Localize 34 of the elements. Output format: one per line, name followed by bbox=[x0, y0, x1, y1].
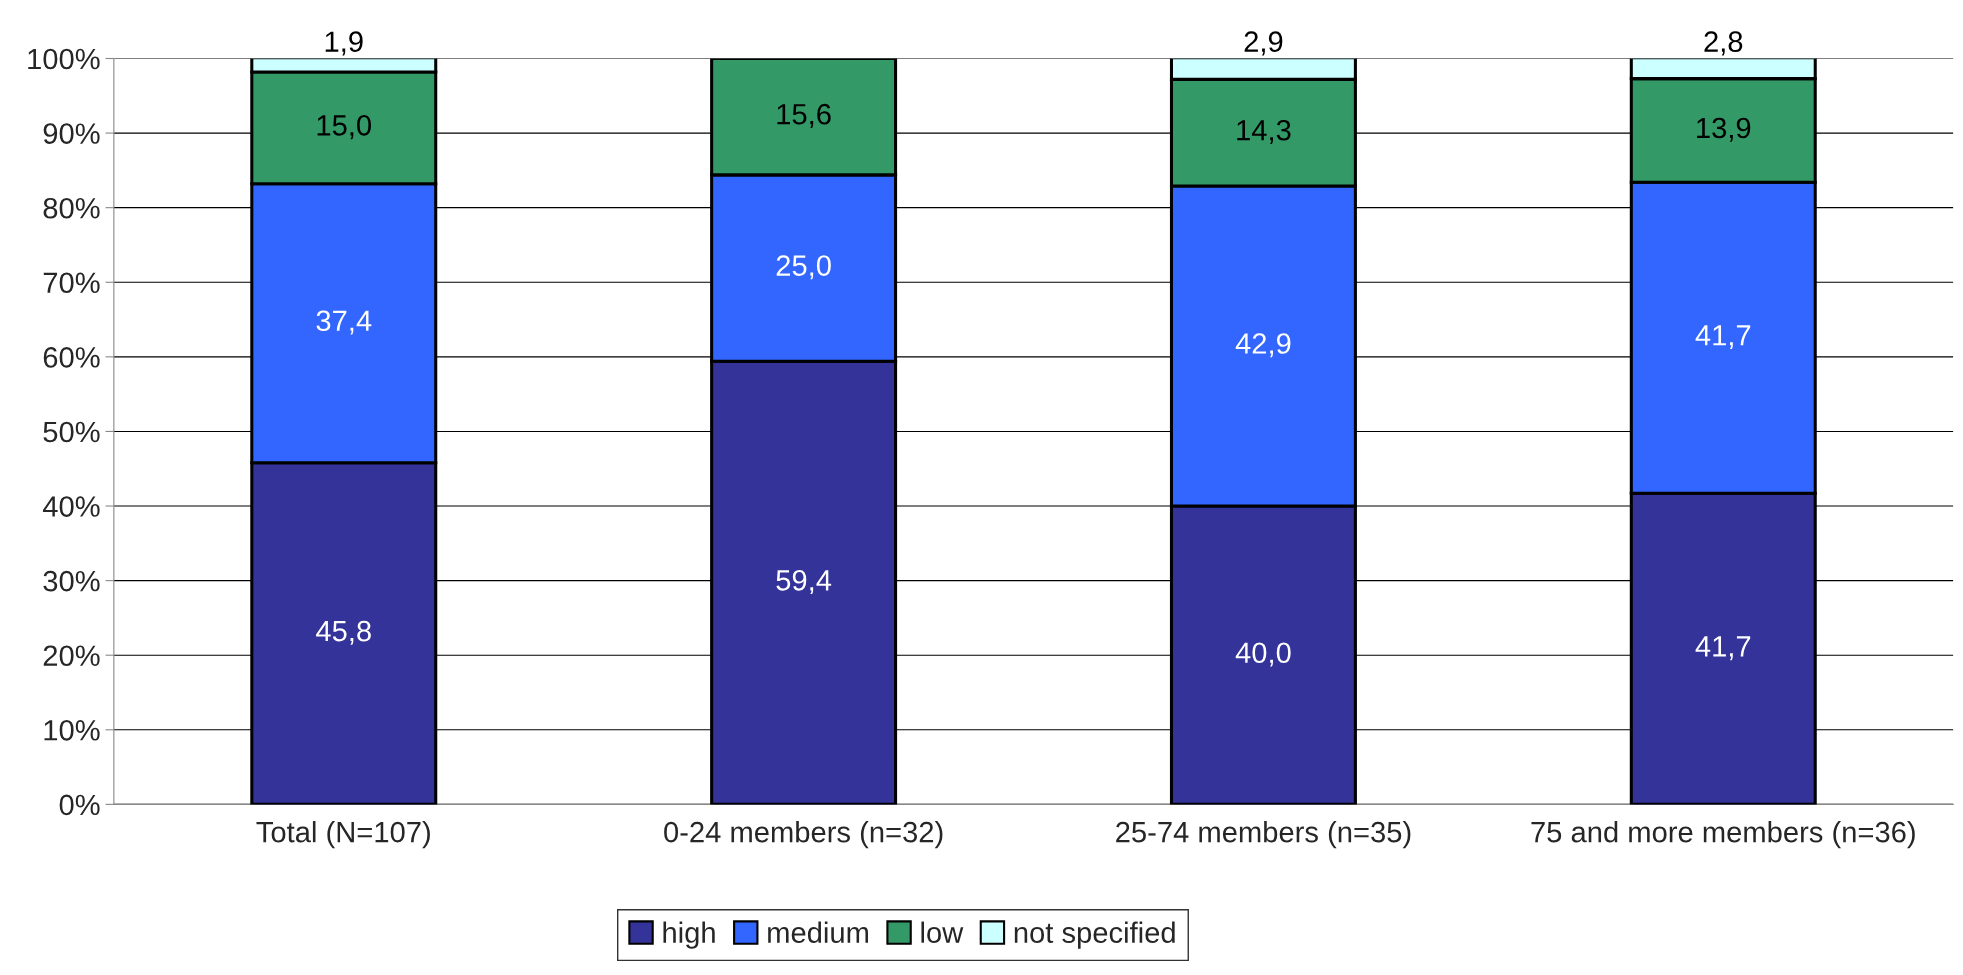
data-label: 37,4 bbox=[316, 310, 372, 335]
data-label: 40,0 bbox=[1235, 642, 1291, 667]
x-tick-label: 75 and more members (n=36) bbox=[1531, 821, 1915, 849]
legend-label: high bbox=[663, 921, 715, 949]
data-label: 2,8 bbox=[1704, 31, 1743, 56]
y-tick-label: 80% bbox=[43, 197, 100, 219]
data-label: 15,6 bbox=[777, 103, 831, 128]
data-label: 41,7 bbox=[1695, 325, 1751, 350]
y-tick-label: 60% bbox=[43, 347, 100, 368]
data-label: 1,9 bbox=[325, 31, 363, 56]
data-label: 45,8 bbox=[316, 620, 371, 645]
legend-label: medium bbox=[768, 921, 868, 943]
data-label: 14,3 bbox=[1237, 119, 1291, 144]
data-label: 59,4 bbox=[776, 570, 832, 595]
y-tick-label: 0% bbox=[59, 794, 100, 816]
data-label: 15,0 bbox=[317, 115, 372, 140]
data-label: 13,9 bbox=[1697, 117, 1751, 142]
y-tick-label: 100% bbox=[28, 48, 100, 70]
x-tick-label: Total (N=107) bbox=[256, 821, 430, 849]
data-label: 42,9 bbox=[1235, 333, 1291, 358]
data-label: 41,7 bbox=[1695, 636, 1751, 661]
y-tick-label: 40% bbox=[42, 496, 100, 517]
y-tick-label: 20% bbox=[43, 645, 100, 667]
data-label: 2,9 bbox=[1244, 31, 1283, 56]
x-tick-label: 25-74 members (n=35) bbox=[1116, 821, 1411, 849]
y-tick-label: 30% bbox=[43, 570, 100, 592]
legend-label: low bbox=[921, 921, 964, 943]
y-tick-label: 70% bbox=[43, 272, 100, 294]
data-label: 25,0 bbox=[776, 255, 831, 280]
y-tick-label: 50% bbox=[43, 421, 100, 443]
legend-label: not specified bbox=[1014, 921, 1175, 949]
y-tick-label: 90% bbox=[43, 123, 100, 144]
y-tick-label: 10% bbox=[44, 719, 100, 741]
x-tick-label: 0-24 members (n=32) bbox=[664, 821, 943, 849]
